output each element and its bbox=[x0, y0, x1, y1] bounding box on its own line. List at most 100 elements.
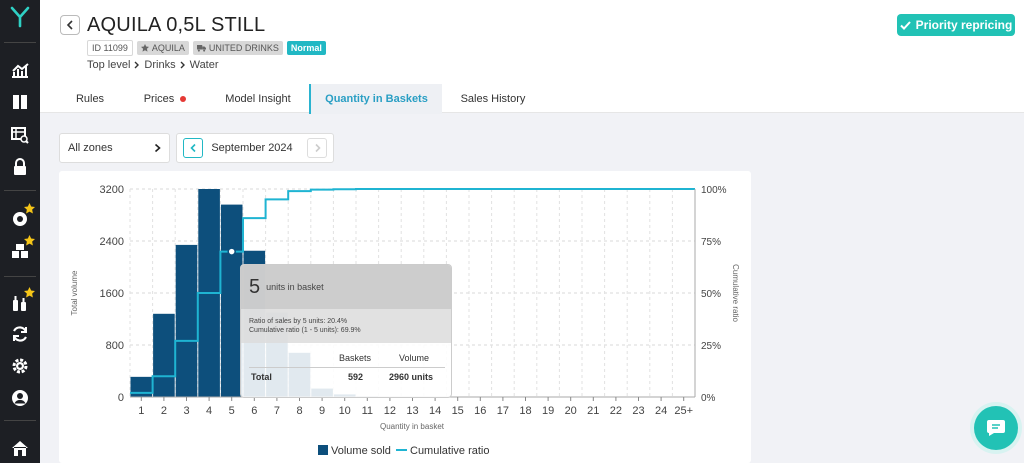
y-tick-label: 800 bbox=[106, 340, 124, 352]
tooltip-col-volume: Volume bbox=[399, 353, 430, 363]
y-tick-label: 2400 bbox=[100, 236, 124, 248]
chevron-right-icon bbox=[180, 61, 185, 69]
tab-label: Sales History bbox=[460, 93, 526, 105]
zone-select[interactable]: All zones bbox=[59, 133, 170, 163]
chart-tooltip: 5 units in basket Ratio of sales by 5 un… bbox=[240, 264, 452, 398]
y-tick-label: 1600 bbox=[100, 288, 124, 300]
lock-icon[interactable] bbox=[9, 156, 31, 178]
tab-label: Model Insight bbox=[225, 93, 291, 105]
refresh-icon[interactable] bbox=[9, 323, 31, 345]
tooltip-total-label: Total bbox=[251, 372, 272, 382]
chevron-left-icon bbox=[189, 143, 196, 153]
chat-button[interactable] bbox=[974, 406, 1018, 450]
tab-bar: Rules Prices Model Insight Quantity in B… bbox=[40, 84, 1024, 114]
y-tick-label: 3200 bbox=[100, 184, 124, 196]
sidebar-divider bbox=[4, 42, 36, 43]
y2-tick-label: 50% bbox=[701, 289, 721, 300]
x-tick-label: 5 bbox=[229, 405, 235, 417]
sidebar-divider bbox=[4, 276, 36, 277]
x-tick-label: 19 bbox=[542, 405, 554, 417]
tab-label: Prices bbox=[143, 93, 175, 105]
tab-model-insight[interactable]: Model Insight bbox=[216, 84, 300, 114]
columns-icon[interactable] bbox=[9, 91, 31, 113]
x-tick-label: 6 bbox=[251, 405, 257, 417]
x-tick-label: 13 bbox=[406, 405, 418, 417]
y-tick-label: 0 bbox=[118, 392, 124, 404]
product-header: AQUILA 0,5L STILL ID 11099 AQUILA UNITED… bbox=[40, 0, 1024, 114]
tooltip-col-baskets: Baskets bbox=[339, 353, 372, 363]
chevron-right-icon bbox=[134, 61, 140, 69]
breadcrumb-item[interactable]: Drinks bbox=[144, 59, 176, 71]
truck-icon bbox=[196, 45, 206, 52]
tooltip-ratios: Ratio of sales by 5 units: 20.4% Cumulat… bbox=[241, 309, 451, 343]
tooltip-header: 5 units in basket bbox=[241, 265, 451, 309]
tooltip-unit: units in basket bbox=[266, 282, 324, 292]
tab-rules[interactable]: Rules bbox=[60, 84, 120, 114]
supplier-badge-label: UNITED DRINKS bbox=[208, 43, 279, 53]
x-tick-label: 11 bbox=[362, 405, 373, 417]
sidebar-divider bbox=[4, 190, 36, 191]
chevron-right-icon bbox=[154, 143, 161, 153]
x-tick-label: 8 bbox=[296, 405, 302, 417]
x-tick-label: 21 bbox=[587, 405, 599, 417]
legend-swatch-volume bbox=[318, 445, 328, 455]
bottles-star-icon[interactable] bbox=[9, 287, 35, 314]
previous-month-button[interactable] bbox=[183, 138, 203, 158]
y2-tick-label: 75% bbox=[701, 237, 721, 248]
tooltip-total-row: Total 592 2960 units bbox=[241, 372, 451, 384]
y2-tick-label: 100% bbox=[701, 185, 727, 196]
supplier-badge: UNITED DRINKS bbox=[192, 41, 283, 55]
legend-label-volume[interactable]: Volume sold bbox=[331, 445, 391, 457]
x-tick-label: 9 bbox=[319, 405, 325, 417]
y-axis-title: Total volume bbox=[70, 270, 79, 315]
bar bbox=[220, 204, 243, 397]
tooltip-quantity: 5 bbox=[249, 275, 261, 298]
table-search-icon[interactable] bbox=[9, 124, 31, 146]
x-tick-label: 24 bbox=[655, 405, 667, 417]
x-tick-label: 23 bbox=[632, 405, 644, 417]
hierarchy-star-icon[interactable] bbox=[9, 203, 35, 230]
alert-dot-icon bbox=[180, 96, 187, 102]
x-tick-label: 2 bbox=[161, 405, 167, 417]
breadcrumb-item[interactable]: Top level bbox=[87, 59, 131, 71]
tab-sales-history[interactable]: Sales History bbox=[452, 84, 534, 114]
user-icon[interactable] bbox=[9, 387, 31, 409]
tab-label: Rules bbox=[75, 93, 105, 105]
tab-prices[interactable]: Prices bbox=[134, 84, 196, 114]
chart-legend: Volume sold Cumulative ratio bbox=[318, 445, 489, 457]
breadcrumb-item[interactable]: Water bbox=[189, 59, 219, 71]
home-icon[interactable] bbox=[9, 437, 31, 459]
brand-badge: AQUILA bbox=[136, 41, 189, 55]
y2-tick-label: 25% bbox=[701, 341, 721, 352]
breadcrumb: Top level Drinks Water bbox=[87, 59, 219, 71]
tab-quantity-in-baskets[interactable]: Quantity in Baskets bbox=[309, 84, 442, 114]
gear-icon[interactable] bbox=[9, 355, 31, 377]
tab-label: Quantity in Baskets bbox=[325, 93, 428, 105]
x-tick-label: 3 bbox=[183, 405, 189, 417]
x-tick-label: 14 bbox=[429, 405, 441, 417]
x-tick-label: 20 bbox=[565, 405, 577, 417]
next-month-button[interactable] bbox=[307, 138, 327, 158]
tooltip-divider bbox=[249, 367, 445, 368]
legend-label-cumulative[interactable]: Cumulative ratio bbox=[410, 445, 489, 457]
priority-repricing-button[interactable]: Priority repricing bbox=[897, 14, 1015, 36]
y2-tick-label: 0% bbox=[701, 393, 716, 404]
boxes-star-icon[interactable] bbox=[9, 235, 35, 262]
y2-axis-title: Cumulative ratio bbox=[731, 264, 740, 322]
x-axis-title: Quantity in basket bbox=[380, 422, 445, 431]
tooltip-ratio-line: Ratio of sales by 5 units: 20.4% bbox=[249, 318, 348, 325]
sidebar bbox=[0, 0, 40, 463]
back-button[interactable] bbox=[60, 15, 80, 35]
highlight-point bbox=[227, 247, 236, 256]
chat-icon bbox=[987, 420, 1005, 436]
x-tick-label: 10 bbox=[339, 405, 351, 417]
bar bbox=[153, 313, 175, 397]
chevron-left-icon bbox=[66, 20, 73, 30]
x-tick-label: 22 bbox=[610, 405, 622, 417]
check-icon bbox=[899, 20, 911, 30]
tooltip-table-header: Baskets Volume bbox=[241, 353, 451, 365]
bar bbox=[130, 376, 153, 397]
star-icon bbox=[140, 44, 149, 52]
logo-icon bbox=[10, 6, 30, 28]
chart-trend-icon[interactable] bbox=[9, 60, 31, 82]
